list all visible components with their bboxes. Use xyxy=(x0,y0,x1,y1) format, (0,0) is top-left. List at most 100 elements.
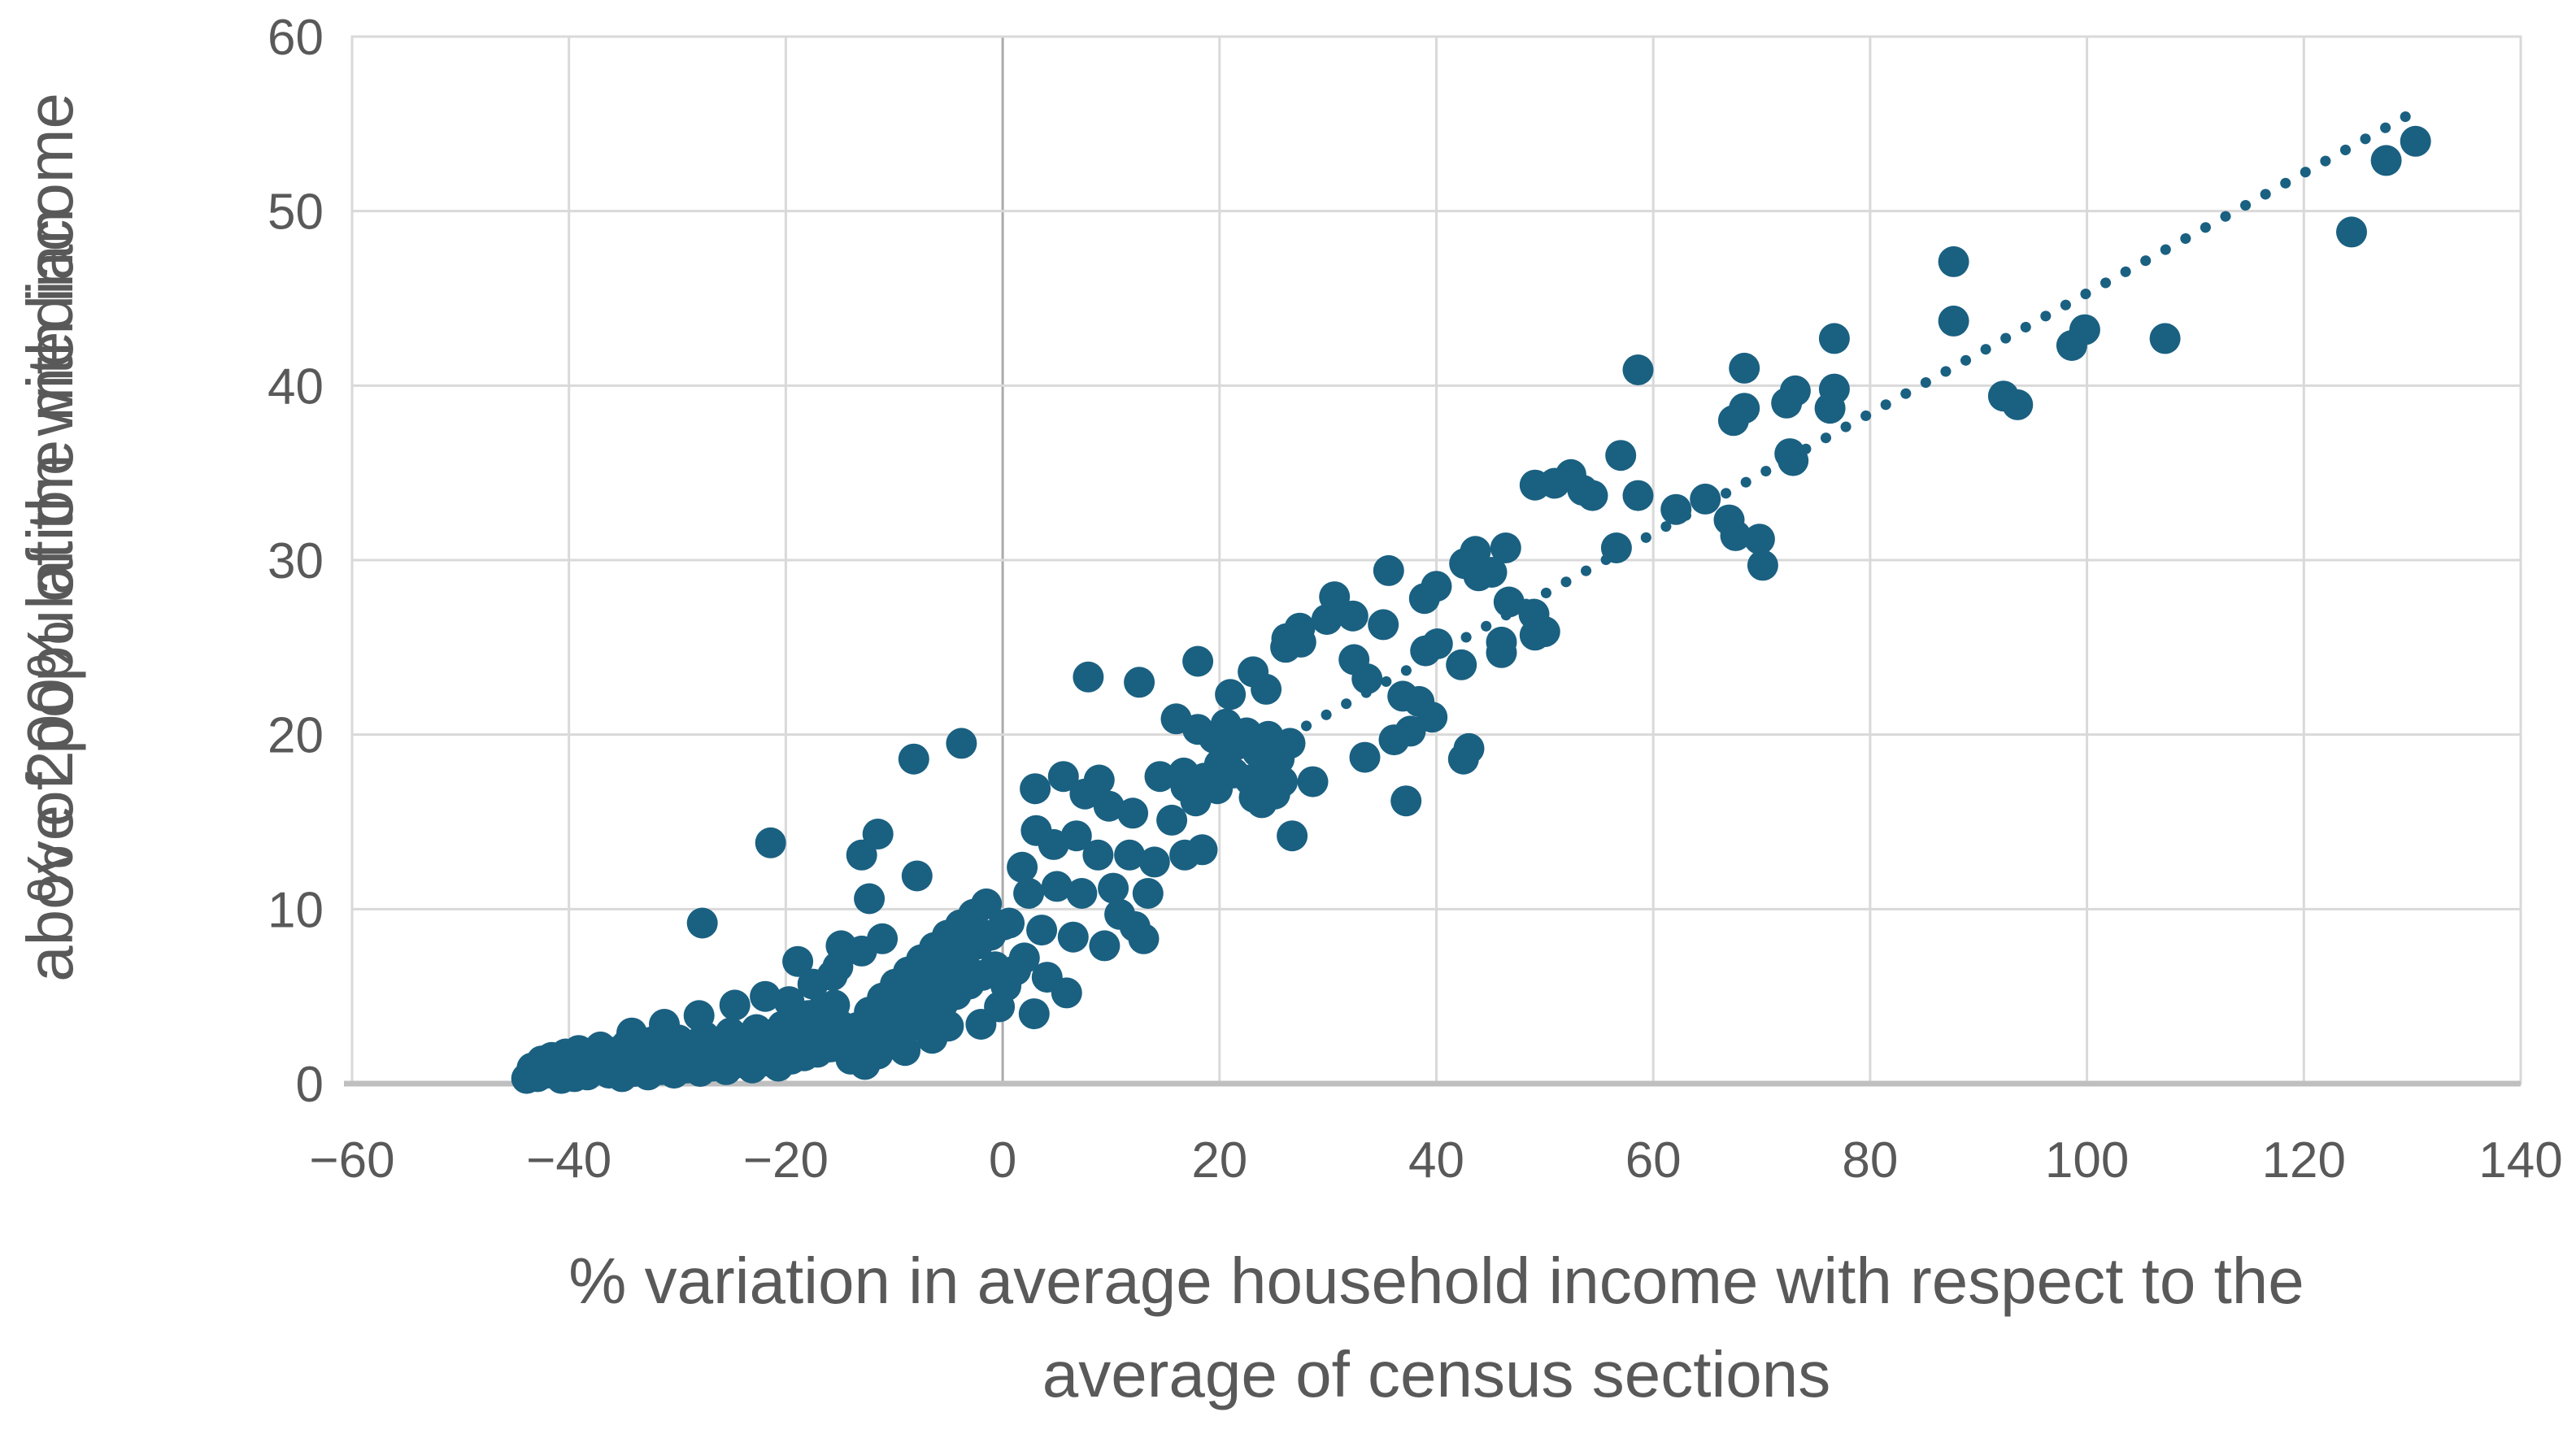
data-point xyxy=(1390,785,1422,817)
data-point xyxy=(1066,878,1098,909)
y-tick-label: 10 xyxy=(268,882,324,938)
data-point xyxy=(990,970,1022,1002)
data-point xyxy=(1215,679,1247,710)
data-point xyxy=(1729,352,1760,384)
data-point xyxy=(1622,354,1654,385)
x-axis-tick-labels: −60 −40 −20 0 20 40 60 80 100 120 140 xyxy=(309,1132,2562,1188)
data-point xyxy=(1938,246,1969,277)
data-point xyxy=(1660,493,1692,525)
data-point xyxy=(898,743,929,775)
data-point xyxy=(1132,878,1164,909)
data-point xyxy=(773,986,805,1018)
data-point xyxy=(1156,804,1188,836)
data-point xyxy=(1128,923,1160,954)
data-point xyxy=(1486,637,1517,668)
data-point xyxy=(1337,600,1368,632)
data-point xyxy=(2336,216,2367,248)
data-point xyxy=(1246,787,1277,819)
data-point xyxy=(2400,125,2431,157)
data-point xyxy=(1093,790,1125,822)
x-tick-label: 140 xyxy=(2478,1132,2562,1188)
data-point xyxy=(1771,387,1803,419)
data-point xyxy=(1013,878,1045,909)
data-point xyxy=(1717,405,1749,437)
data-point xyxy=(1421,628,1453,659)
data-point xyxy=(1938,305,1969,337)
data-point xyxy=(867,923,899,954)
x-axis-title: % variation in average household income … xyxy=(352,1234,2521,1421)
data-point xyxy=(901,860,933,892)
data-point xyxy=(1395,715,1426,747)
data-point xyxy=(890,1035,921,1067)
data-point xyxy=(1519,619,1551,651)
x-tick-label: −40 xyxy=(526,1132,611,1188)
data-point xyxy=(1041,871,1073,902)
data-point xyxy=(1774,438,1806,470)
data-point xyxy=(1449,548,1481,580)
data-point xyxy=(846,839,877,871)
data-point xyxy=(1124,667,1155,698)
data-point xyxy=(2149,323,2181,354)
x-axis-title-line-2: average of census sections xyxy=(1042,1338,1831,1410)
data-point xyxy=(1311,604,1342,635)
data-point xyxy=(916,1023,948,1054)
x-tick-label: 100 xyxy=(2045,1132,2129,1188)
y-tick-label: 60 xyxy=(268,10,324,66)
data-point xyxy=(1421,571,1452,602)
data-point xyxy=(1182,645,1214,677)
data-point xyxy=(1622,480,1654,511)
data-point xyxy=(1351,663,1383,694)
data-point xyxy=(1476,557,1508,588)
data-point xyxy=(1297,766,1329,797)
y-tick-label: 40 xyxy=(268,358,324,415)
data-point xyxy=(1605,440,1637,471)
data-point xyxy=(854,883,886,915)
data-point xyxy=(1051,977,1082,1009)
x-tick-label: 40 xyxy=(1408,1132,1464,1188)
data-point xyxy=(1098,872,1129,904)
data-point xyxy=(1007,851,1038,883)
data-point xyxy=(1114,839,1146,871)
data-point xyxy=(1743,524,1775,555)
data-point xyxy=(1368,609,1399,641)
data-point xyxy=(1186,834,1218,866)
data-point xyxy=(1047,761,1079,793)
data-point xyxy=(1277,820,1308,852)
x-tick-label: 60 xyxy=(1625,1132,1682,1188)
x-tick-label: −60 xyxy=(309,1132,394,1188)
y-axis-tick-labels: 0 10 20 30 40 50 60 xyxy=(268,10,324,1113)
data-point xyxy=(1274,728,1306,759)
data-point xyxy=(683,1000,715,1032)
trendline xyxy=(1300,104,2423,732)
x-tick-label: 80 xyxy=(1842,1132,1898,1188)
gridlines xyxy=(350,35,2522,1084)
data-point xyxy=(1453,732,1485,764)
data-point xyxy=(1720,519,1751,551)
data-point xyxy=(1117,797,1149,829)
data-point xyxy=(1818,323,1850,354)
x-axis-title-line-1: % variation in average household income … xyxy=(568,1245,2304,1317)
data-point xyxy=(1008,942,1040,974)
data-point xyxy=(1373,554,1404,586)
data-point xyxy=(1082,839,1114,871)
data-point xyxy=(946,728,977,759)
data-point xyxy=(965,1009,997,1040)
data-point xyxy=(1446,649,1477,680)
data-point xyxy=(994,907,1025,939)
y-tick-label: 50 xyxy=(268,185,324,241)
data-point xyxy=(1490,532,1521,563)
data-point xyxy=(1089,930,1120,962)
data-point xyxy=(1349,741,1381,773)
data-point xyxy=(1018,998,1050,1030)
data-point xyxy=(1083,764,1115,796)
y-tick-label: 30 xyxy=(268,533,324,589)
data-points xyxy=(511,125,2431,1094)
data-point xyxy=(2370,145,2402,176)
data-point xyxy=(782,945,814,977)
x-tick-label: 20 xyxy=(1191,1132,1247,1188)
y-tick-label: 20 xyxy=(268,708,324,764)
data-point xyxy=(686,907,718,939)
data-point xyxy=(1271,623,1303,654)
